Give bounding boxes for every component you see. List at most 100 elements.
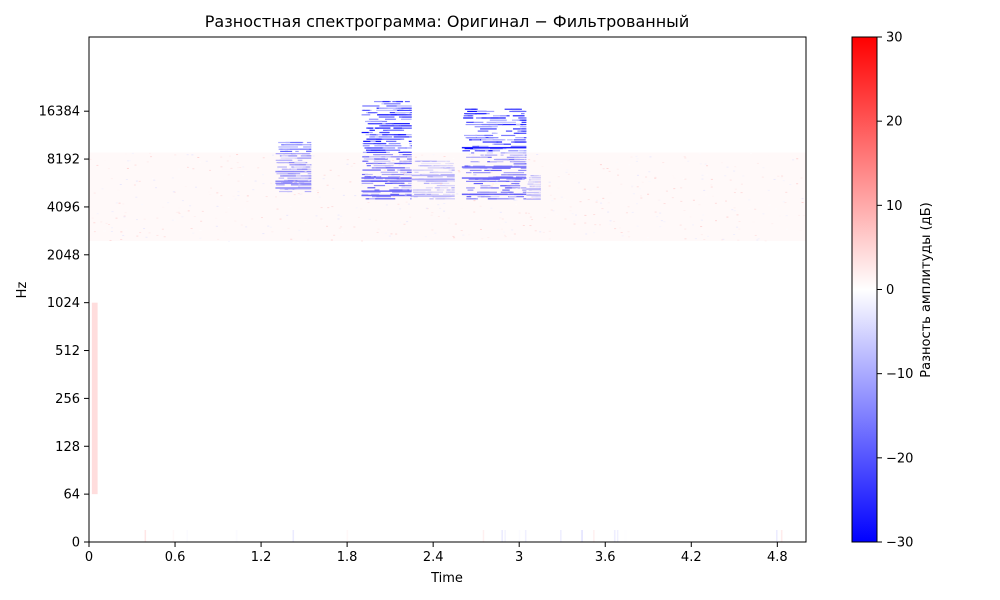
speckle [122,203,125,205]
negative-dash [496,121,516,123]
speckle [606,168,609,170]
negative-dash [523,198,527,200]
speckle [241,174,244,176]
speckle [136,235,139,237]
speckle [376,231,379,233]
speckle [754,234,757,236]
speckle [785,215,788,217]
speckle [699,163,702,165]
negative-dash [531,177,541,179]
speckle [489,170,492,172]
speckle [135,180,138,182]
speckle [96,164,99,166]
negative-dash [523,150,527,152]
speckle [320,207,323,209]
speckle [388,235,391,237]
negative-dash [387,169,395,171]
negative-dash [467,189,474,191]
speckle [551,200,554,202]
negative-dash [446,189,451,191]
negative-dash [400,118,412,120]
negative-dash [466,196,472,198]
speckle [460,230,463,232]
negative-dash [482,141,499,143]
speckle [491,158,494,160]
speckle [630,240,633,242]
speckle [346,163,349,165]
speckle [105,222,108,224]
negative-dash [432,160,451,162]
speckle [424,193,427,195]
speckle [642,190,645,192]
negative-dash [362,169,381,171]
speckle [384,232,387,234]
speckle [594,224,597,226]
speckle [275,196,278,198]
speckle [395,233,398,235]
speckle [155,187,158,189]
speckle [316,193,319,195]
negative-dash [367,112,377,114]
negative-dash [394,112,411,114]
speckle [663,221,666,223]
speckle [710,186,713,188]
speckle [197,156,200,158]
speckle [131,152,134,154]
speckle [190,228,193,230]
negative-dash [381,138,400,140]
speckle [297,196,300,198]
negative-dash [481,196,491,198]
negative-line [461,193,527,196]
negative-line [411,174,455,177]
speckle [792,159,795,161]
speckle [489,159,492,161]
negative-dash [398,134,407,136]
speckle [174,154,177,156]
y-tick-label: 128 [55,440,80,455]
negative-dash [401,182,405,184]
speckle [657,199,660,201]
negative-dash [500,152,508,154]
speckle [687,160,690,162]
negative-dash [451,187,455,189]
negative-dash [280,150,289,153]
speckle [267,225,270,227]
negative-dash [531,196,539,198]
speckle [139,232,142,234]
speckle [740,192,743,194]
speckle [156,234,159,236]
speckle [511,229,514,231]
speckle [599,164,602,166]
negative-line [461,177,527,179]
speckle [218,194,221,196]
negative-dash [535,179,541,181]
speckle [621,235,624,237]
negative-dash [362,109,370,112]
negative-dash [406,147,412,149]
speckle [649,156,652,158]
negative-dash [388,162,402,165]
speckle [279,218,282,220]
speckle [126,167,129,169]
negative-dash [466,121,474,123]
negative-dash [427,167,444,169]
negative-dash [450,173,455,176]
speckle [490,172,493,174]
negative-dash [485,196,500,198]
y-tick-label: 2048 [47,248,80,263]
speckle [636,225,639,227]
negative-dash [513,139,526,141]
negative-dash [361,131,369,134]
speckle [528,159,531,161]
speckle [671,197,674,199]
speckle [184,210,187,212]
speckle [762,167,765,169]
speckle [467,192,470,194]
negative-dash [411,145,412,147]
speckle [340,215,343,217]
negative-dash [284,150,293,153]
speckle [550,209,553,211]
speckle [353,162,356,164]
speckle [322,178,325,180]
negative-dash [363,158,379,160]
